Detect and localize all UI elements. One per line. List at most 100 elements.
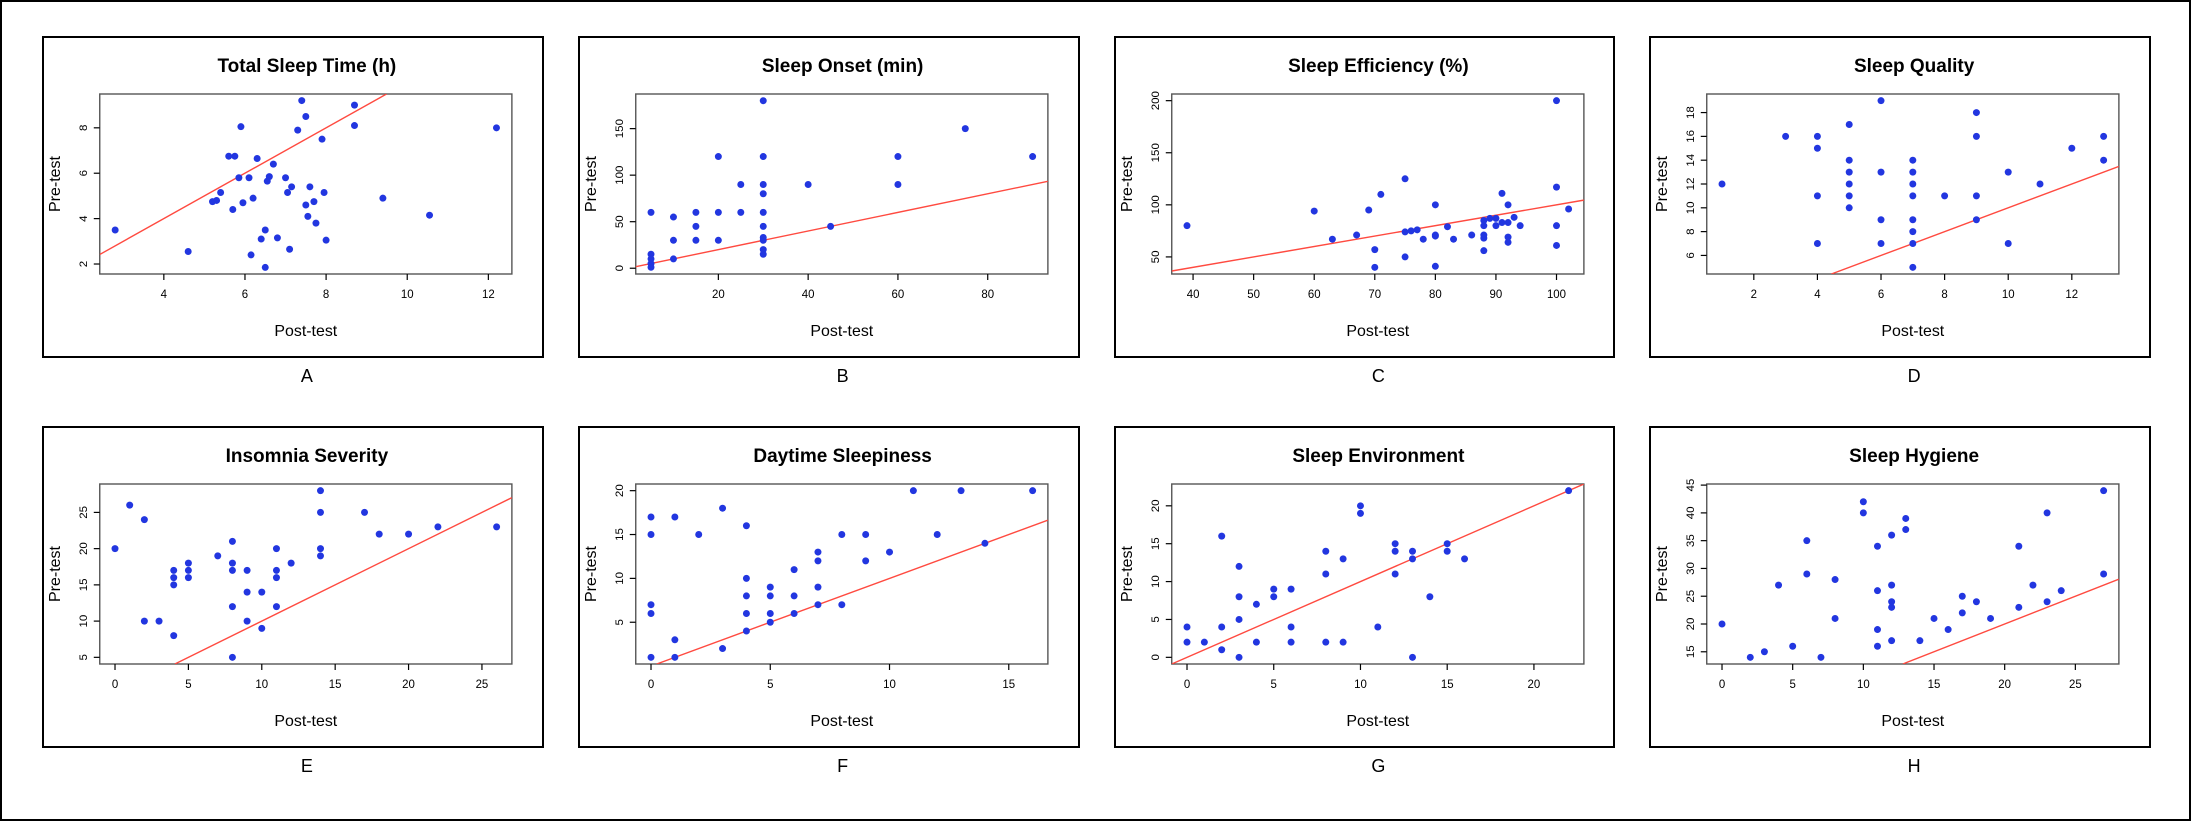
data-point xyxy=(766,618,774,626)
data-point xyxy=(1831,614,1839,622)
y-tick-label: 5 xyxy=(614,619,626,625)
data-point xyxy=(1775,581,1783,589)
data-point xyxy=(253,154,261,162)
x-tick-label: 100 xyxy=(1546,289,1565,301)
data-point xyxy=(1339,638,1347,646)
data-point xyxy=(228,559,236,567)
data-point xyxy=(1391,570,1399,578)
data-point xyxy=(245,174,253,182)
figure-grid: Total Sleep Time (h) 4 6 8 10 12 2 4 6 8 Post-tes… xyxy=(2,2,2189,776)
data-point xyxy=(1028,153,1036,161)
data-point xyxy=(714,153,722,161)
data-point xyxy=(1504,219,1512,227)
data-point xyxy=(714,208,722,216)
panel-wrap-d: Sleep Quality 2 4 6 8 10 12 6 8 10 12 14 16 18 Post-t… xyxy=(1649,36,2151,386)
data-point xyxy=(1516,222,1524,230)
y-tick-label: 35 xyxy=(1685,534,1697,547)
x-axis-label: Post-test xyxy=(1346,323,1409,340)
chart-title: Sleep Quality xyxy=(1853,56,1975,77)
data-point xyxy=(2043,598,2051,606)
x-tick-label: 4 xyxy=(161,289,168,301)
data-point xyxy=(1443,547,1451,555)
x-tick-label: 0 xyxy=(112,679,118,691)
data-point xyxy=(1467,231,1475,239)
data-point xyxy=(1235,615,1243,623)
data-point xyxy=(1874,587,1882,595)
data-point xyxy=(814,557,822,565)
data-point xyxy=(1909,192,1917,200)
data-point xyxy=(1028,487,1036,495)
y-tick-label: 8 xyxy=(1685,228,1697,234)
data-point xyxy=(2100,487,2108,495)
data-point xyxy=(804,180,812,188)
data-point xyxy=(1287,623,1295,631)
data-point xyxy=(1817,653,1825,661)
data-point xyxy=(1874,642,1882,650)
data-point xyxy=(217,189,225,197)
data-point xyxy=(671,636,679,644)
data-point xyxy=(312,219,320,227)
data-point xyxy=(1902,514,1910,522)
y-axis-label: Pre-test xyxy=(583,155,600,212)
x-tick-label: 60 xyxy=(891,289,904,301)
data-point xyxy=(1845,168,1853,176)
data-point xyxy=(1252,638,1260,646)
data-point xyxy=(1419,235,1427,243)
data-point xyxy=(1782,132,1790,140)
x-tick-label: 0 xyxy=(1183,679,1189,691)
y-axis-label: Pre-test xyxy=(583,545,600,602)
data-point xyxy=(1877,240,1885,248)
data-point xyxy=(1909,228,1917,236)
y-tick-label: 5 xyxy=(1149,616,1161,622)
x-tick-label: 20 xyxy=(1527,679,1540,691)
y-tick-label: 4 xyxy=(78,215,90,222)
y-tick-label: 20 xyxy=(1149,499,1161,512)
data-point xyxy=(742,522,750,530)
data-point xyxy=(2043,509,2051,517)
data-point xyxy=(669,255,677,263)
data-point xyxy=(1552,97,1560,105)
data-point xyxy=(1479,234,1487,242)
panel-letter: C xyxy=(1371,366,1385,386)
data-point xyxy=(214,552,222,560)
data-point xyxy=(1874,542,1882,550)
data-point xyxy=(1877,216,1885,224)
data-point xyxy=(692,222,700,230)
data-point xyxy=(759,250,767,258)
scatter-plot-g: 0 5 10 15 20 0 5 10 15 20 Post-test Pre-test xyxy=(1118,483,1585,730)
data-point xyxy=(1407,227,1415,235)
data-point xyxy=(838,531,846,539)
x-tick-label: 8 xyxy=(1942,289,1948,301)
x-tick-label: 10 xyxy=(883,679,896,691)
y-tick-label: 50 xyxy=(614,215,626,228)
data-point xyxy=(1718,180,1726,188)
data-point xyxy=(1376,190,1384,198)
data-point xyxy=(225,152,233,160)
plot-box xyxy=(634,483,1049,665)
data-point xyxy=(814,548,822,556)
x-tick-label: 25 xyxy=(2069,679,2082,691)
data-point xyxy=(493,523,501,531)
data-point xyxy=(1328,235,1336,243)
y-tick-label: 0 xyxy=(1149,654,1161,660)
data-point xyxy=(351,101,358,109)
data-point xyxy=(361,508,369,516)
y-tick-label: 50 xyxy=(1149,251,1161,264)
chart-title: Sleep Hygiene xyxy=(1849,446,1980,467)
x-tick-label: 10 xyxy=(2002,289,2015,301)
data-point xyxy=(1183,638,1190,646)
data-point xyxy=(759,208,767,216)
data-point xyxy=(184,574,192,582)
panel-letter: G xyxy=(1371,756,1386,776)
data-point xyxy=(261,226,269,234)
data-point xyxy=(1391,547,1399,555)
y-tick-label: 14 xyxy=(1685,153,1697,166)
data-point xyxy=(826,222,834,230)
panel-letter: D xyxy=(1907,366,1921,386)
panel-e: Insomnia Severity 0 5 10 15 20 25 5 10 15 20 25 Pos… xyxy=(42,426,544,748)
data-point xyxy=(1888,598,1896,606)
x-axis-label: Post-test xyxy=(274,713,337,730)
data-point xyxy=(894,153,902,161)
data-point xyxy=(1401,175,1409,183)
data-point xyxy=(1987,614,1995,622)
